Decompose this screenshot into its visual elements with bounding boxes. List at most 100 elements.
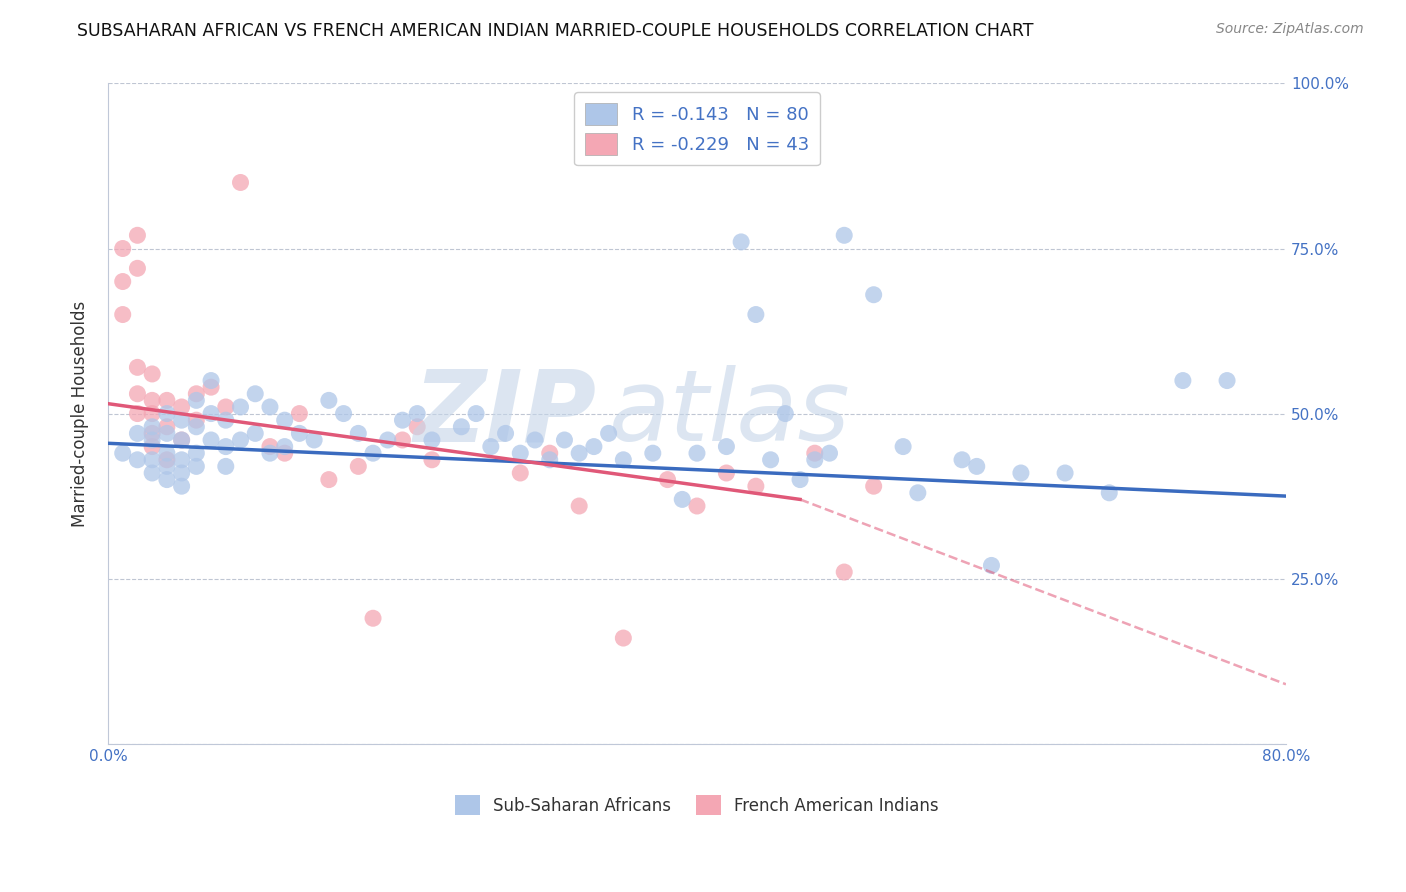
Point <box>127 228 149 243</box>
Point <box>966 459 988 474</box>
Point <box>111 242 134 256</box>
Point <box>170 479 193 493</box>
Point <box>156 446 179 460</box>
Point <box>170 433 193 447</box>
Point <box>803 452 825 467</box>
Point <box>862 287 884 301</box>
Point <box>582 440 605 454</box>
Point <box>391 413 413 427</box>
Point <box>818 446 841 460</box>
Point <box>347 459 370 474</box>
Point <box>259 446 281 460</box>
Point <box>361 446 384 460</box>
Point <box>832 228 855 243</box>
Point <box>553 433 575 447</box>
Point <box>127 386 149 401</box>
Point <box>156 459 179 474</box>
Point <box>273 413 295 427</box>
Point <box>170 400 193 414</box>
Point <box>127 407 149 421</box>
Point <box>215 459 238 474</box>
Point <box>759 452 782 467</box>
Point <box>186 446 208 460</box>
Point <box>259 440 281 454</box>
Point <box>716 466 738 480</box>
Point <box>568 499 591 513</box>
Point <box>686 446 709 460</box>
Point <box>273 440 295 454</box>
Point <box>200 433 222 447</box>
Point <box>156 407 179 421</box>
Point <box>612 452 634 467</box>
Point <box>745 308 768 322</box>
Point <box>186 459 208 474</box>
Point <box>657 473 679 487</box>
Legend: Sub-Saharan Africans, French American Indians: Sub-Saharan Africans, French American In… <box>449 789 946 822</box>
Point <box>127 261 149 276</box>
Point <box>215 440 238 454</box>
Point <box>186 413 208 427</box>
Point <box>273 446 295 460</box>
Point <box>259 400 281 414</box>
Point <box>1010 466 1032 480</box>
Point <box>186 386 208 401</box>
Point <box>111 275 134 289</box>
Point <box>141 426 163 441</box>
Point <box>347 426 370 441</box>
Point <box>156 452 179 467</box>
Point <box>1054 466 1077 480</box>
Point <box>111 308 134 322</box>
Point <box>170 452 193 467</box>
Point <box>789 473 811 487</box>
Point <box>141 433 163 447</box>
Point <box>141 466 163 480</box>
Text: atlas: atlas <box>609 365 851 462</box>
Point <box>229 433 252 447</box>
Point <box>215 400 238 414</box>
Point <box>127 426 149 441</box>
Point <box>406 407 429 421</box>
Point <box>832 565 855 579</box>
Point <box>141 440 163 454</box>
Point <box>420 452 443 467</box>
Point <box>716 440 738 454</box>
Point <box>509 446 531 460</box>
Point <box>288 426 311 441</box>
Point <box>127 452 149 467</box>
Point <box>907 485 929 500</box>
Point <box>156 419 179 434</box>
Point <box>361 611 384 625</box>
Point <box>186 393 208 408</box>
Point <box>141 419 163 434</box>
Point <box>612 631 634 645</box>
Point <box>509 466 531 480</box>
Point <box>775 407 797 421</box>
Point <box>524 433 547 447</box>
Point <box>170 466 193 480</box>
Point <box>156 393 179 408</box>
Point <box>141 393 163 408</box>
Point <box>229 176 252 190</box>
Point <box>1171 374 1194 388</box>
Point <box>141 452 163 467</box>
Point <box>862 479 884 493</box>
Point <box>686 499 709 513</box>
Point <box>598 426 620 441</box>
Text: Source: ZipAtlas.com: Source: ZipAtlas.com <box>1216 22 1364 37</box>
Point <box>229 400 252 414</box>
Point <box>156 426 179 441</box>
Point <box>450 419 472 434</box>
Point <box>318 473 340 487</box>
Point <box>200 380 222 394</box>
Point <box>318 393 340 408</box>
Point <box>245 426 267 441</box>
Point <box>302 433 325 447</box>
Point <box>465 407 488 421</box>
Point <box>1216 374 1239 388</box>
Point <box>332 407 354 421</box>
Point <box>200 407 222 421</box>
Point <box>245 386 267 401</box>
Point <box>538 446 561 460</box>
Point <box>170 433 193 447</box>
Point <box>803 446 825 460</box>
